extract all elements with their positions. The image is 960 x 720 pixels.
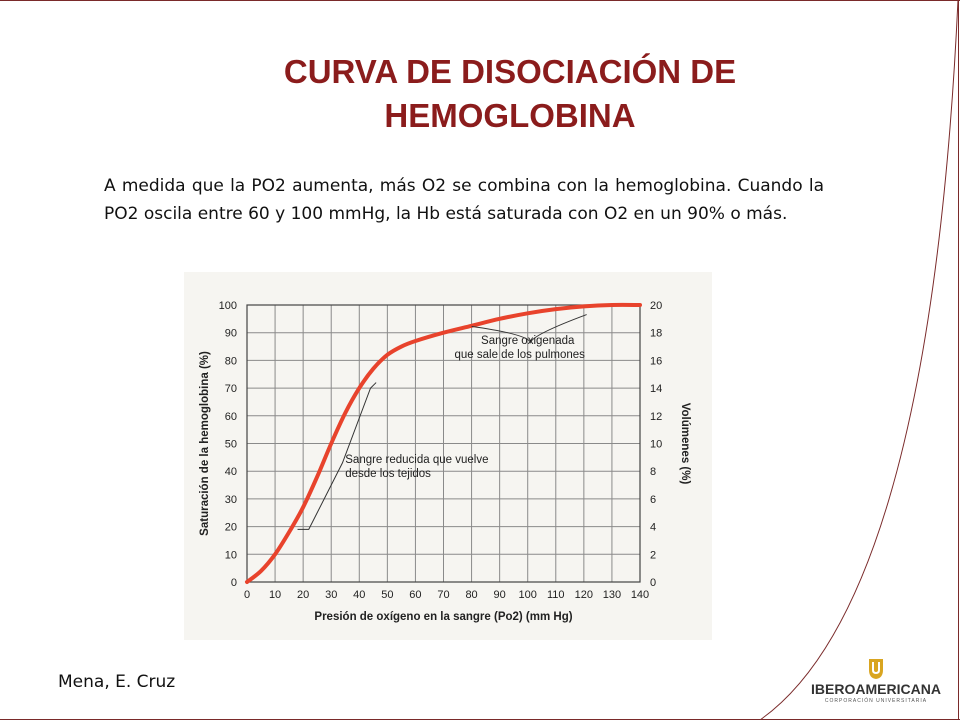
x-tick-label: 90 — [494, 589, 506, 601]
dissociation-chart: 0 10 20 30 40 50 60 70 80 90 100 110 120 130 140010203… — [199, 300, 691, 623]
x-tick-label: 70 — [437, 589, 449, 601]
y-tick-label: 90 — [225, 328, 237, 340]
x-tick-label: 100 — [519, 589, 537, 601]
chart-figure: 0 10 20 30 40 50 60 70 80 90 100 110 120 130 140 0 10 20 3… — [184, 272, 712, 640]
y2-axis-label: Volúmenes (%) — [679, 403, 691, 485]
y2-tick-label: 8 — [650, 466, 656, 478]
reduced-bracket — [297, 382, 377, 530]
y-tick-label: 100 — [219, 300, 237, 312]
x-tick-label: 50 — [381, 589, 393, 601]
x-tick-label: 40 — [353, 589, 365, 601]
y-tick-label: 40 — [225, 466, 237, 478]
logo-subtext: CORPORACIÓN UNIVERSITARIA — [824, 698, 928, 704]
y-axis-label: Saturación de la hemoglobina (%) — [199, 351, 211, 536]
y2-tick-label: 18 — [650, 328, 662, 340]
y2-tick-label: 10 — [650, 439, 662, 451]
y-tick-label: 10 — [225, 549, 237, 561]
y2-tick-label: 14 — [650, 383, 662, 395]
y-tick-label: 60 — [225, 411, 237, 423]
y2-tick-label: 12 — [650, 411, 662, 423]
annotation-reduced-line2: desde los tejidos — [345, 468, 431, 480]
annotation-oxygenated-line1: Sangre oxigenada — [481, 335, 575, 347]
frame-top-line — [0, 0, 960, 1]
y2-tick-label: 0 — [650, 577, 656, 589]
oxygenated-bracket — [471, 314, 587, 344]
x-tick-label: 110 — [547, 589, 565, 601]
page-title: CURVA DE DISOCIACIÓN DE HEMOGLOBINA — [160, 50, 860, 138]
annotation-oxygenated-line2: que sale de los pulmones — [455, 349, 586, 361]
y-tick-label: 0 — [231, 577, 237, 589]
annotation-reduced-line1: Sangre reducida que vuelve — [345, 454, 488, 466]
y2-tick-label: 6 — [650, 494, 656, 506]
y-tick-label: 30 — [225, 494, 237, 506]
x-axis-label: Presión de oxígeno en la sangre (Po2) (m… — [314, 611, 572, 623]
x-tick-label: 60 — [409, 589, 421, 601]
university-shield-icon — [869, 659, 883, 679]
x-tick-label: 10 — [269, 589, 281, 601]
dissociation-curve-line — [245, 302, 642, 584]
y2-tick-label: 4 — [650, 522, 656, 534]
frame-right-line — [958, 0, 959, 720]
x-tick-label: 120 — [575, 589, 593, 601]
y2-tick-label: 2 — [650, 549, 656, 561]
y2-tick-label: 20 — [650, 300, 662, 312]
x-tick-label: 30 — [325, 589, 337, 601]
body-paragraph: A medida que la PO2 aumenta, más O2 se c… — [104, 176, 824, 224]
page-title-line1: CURVA DE DISOCIACIÓN DE — [283, 53, 737, 90]
page-title-line2: HEMOGLOBINA — [384, 97, 636, 134]
iberoamericana-logo: IBEROAMERICANA CORPORACIÓN UNIVERSITARIA — [806, 654, 946, 714]
y-tick-label: 20 — [225, 522, 237, 534]
y2-tick-label: 16 — [650, 355, 662, 367]
x-tick-label: 0 — [244, 589, 250, 601]
x-tick-label: 140 — [631, 589, 649, 601]
y-tick-label: 80 — [225, 355, 237, 367]
x-tick-label: 20 — [297, 589, 309, 601]
x-tick-label: 130 — [603, 589, 621, 601]
plot-frame — [246, 304, 641, 583]
x-tick-label: 80 — [465, 589, 477, 601]
citation: Mena, E. Cruz — [58, 672, 176, 692]
y-tick-label: 50 — [225, 439, 237, 451]
logo-wordmark: IBEROAMERICANA — [811, 681, 941, 697]
y-tick-label: 70 — [225, 383, 237, 395]
